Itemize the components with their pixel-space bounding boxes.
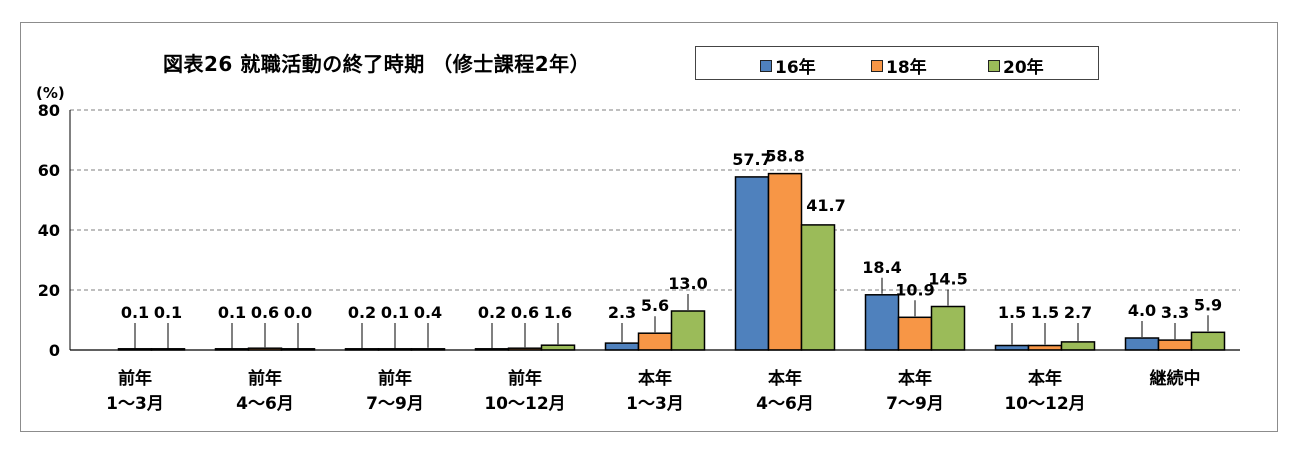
data-label: 0.4	[414, 303, 442, 322]
legend-item-18: 18年	[871, 53, 927, 78]
y-tick-label: 40	[38, 221, 60, 240]
legend-item-20: 20年	[988, 53, 1044, 78]
y-axis-unit-label: (%)	[36, 84, 65, 102]
gridlines	[70, 109, 1240, 291]
data-label: 0.1	[381, 303, 409, 322]
data-label: 1.5	[998, 303, 1026, 322]
bar	[800, 224, 836, 351]
y-tick-label: 20	[38, 281, 60, 300]
data-label: 58.8	[765, 147, 804, 166]
bar	[1027, 344, 1063, 351]
x-tick-label: 本年	[1028, 368, 1062, 389]
y-axis: 0 20 40 60 80(%)	[36, 84, 71, 360]
data-label: 13.0	[668, 274, 707, 293]
data-label: 2.3	[608, 303, 636, 322]
data-label: 18.4	[862, 258, 901, 277]
x-tick-label: 4～6月	[236, 394, 294, 414]
legend-label-20: 20年	[1003, 58, 1044, 78]
data-label: 0.6	[511, 303, 539, 322]
x-tick-label: 本年	[898, 368, 932, 389]
y-tick-label: 80	[38, 101, 60, 120]
data-label: 10.9	[895, 280, 934, 299]
x-tick-label: 1～3月	[626, 394, 684, 414]
data-label: 0.2	[478, 303, 506, 322]
data-label: 0.6	[251, 303, 279, 322]
data-label: 41.7	[806, 196, 845, 215]
x-tick-label: 10～12月	[484, 394, 565, 414]
x-tick-label: 10～12月	[1004, 394, 1085, 414]
bar	[767, 172, 803, 351]
bar	[1157, 339, 1193, 351]
data-label: 0.1	[121, 303, 149, 322]
data-label: 57.7	[732, 150, 771, 169]
label-leaders	[134, 277, 1209, 349]
data-label: 0.1	[218, 303, 246, 322]
legend-swatch-20	[988, 60, 1000, 72]
x-axis: 前年1～3月前年4～6月前年7～9月前年10～12月本年1～3月本年4～6月本年…	[70, 349, 1240, 414]
bar	[670, 310, 706, 351]
bar	[1060, 341, 1096, 351]
bars	[117, 172, 1226, 351]
data-label: 0.1	[154, 303, 182, 322]
data-label: 2.7	[1064, 303, 1092, 322]
x-tick-label: 1～3月	[106, 394, 164, 414]
x-tick-label: 前年	[378, 368, 412, 389]
x-tick-label: 4～6月	[756, 394, 814, 414]
bar	[1124, 337, 1160, 351]
data-label: 3.3	[1161, 303, 1189, 322]
bar	[637, 332, 673, 351]
data-label: 5.6	[641, 296, 669, 315]
y-tick-label: 0	[49, 341, 60, 360]
y-tick-label: 60	[38, 161, 60, 180]
x-tick-label: 前年	[118, 368, 152, 389]
legend-label-16: 16年	[775, 58, 816, 78]
bar	[897, 316, 933, 351]
x-tick-label: 7～9月	[886, 394, 944, 414]
bar	[1190, 331, 1226, 351]
bar	[994, 344, 1030, 351]
data-label: 5.9	[1194, 295, 1222, 314]
bar	[604, 342, 640, 351]
legend-item-16: 16年	[760, 53, 816, 78]
chart-title: 図表26 就職活動の終了時期 （修士課程2年）	[163, 52, 591, 76]
x-tick-label: 継続中	[1150, 368, 1201, 389]
x-tick-label: 前年	[248, 368, 282, 389]
data-label: 14.5	[928, 270, 967, 289]
bar	[930, 305, 966, 351]
bar	[540, 344, 576, 351]
data-label: 4.0	[1128, 301, 1156, 320]
legend-label-18: 18年	[886, 58, 927, 78]
legend: 16年 18年 20年	[695, 46, 1099, 80]
legend-swatch-18	[871, 60, 883, 72]
data-labels: 0.1 0.1 0.1 0.6 0.0 0.2 0.1 0.4 0.2 0.6 1.6 2.3 5.6 1…	[121, 147, 1222, 322]
x-tick-label: 本年	[768, 368, 802, 389]
x-tick-label: 前年	[508, 368, 542, 389]
bar	[734, 176, 770, 351]
chart-frame	[20, 22, 1278, 432]
legend-swatch-16	[760, 60, 772, 72]
bar	[864, 294, 900, 351]
data-label: 0.0	[284, 303, 312, 322]
x-tick-label: 7～9月	[366, 394, 424, 414]
data-label: 1.6	[544, 303, 572, 322]
data-label: 0.2	[348, 303, 376, 322]
data-label: 1.5	[1031, 303, 1059, 322]
x-tick-label: 本年	[638, 368, 672, 389]
